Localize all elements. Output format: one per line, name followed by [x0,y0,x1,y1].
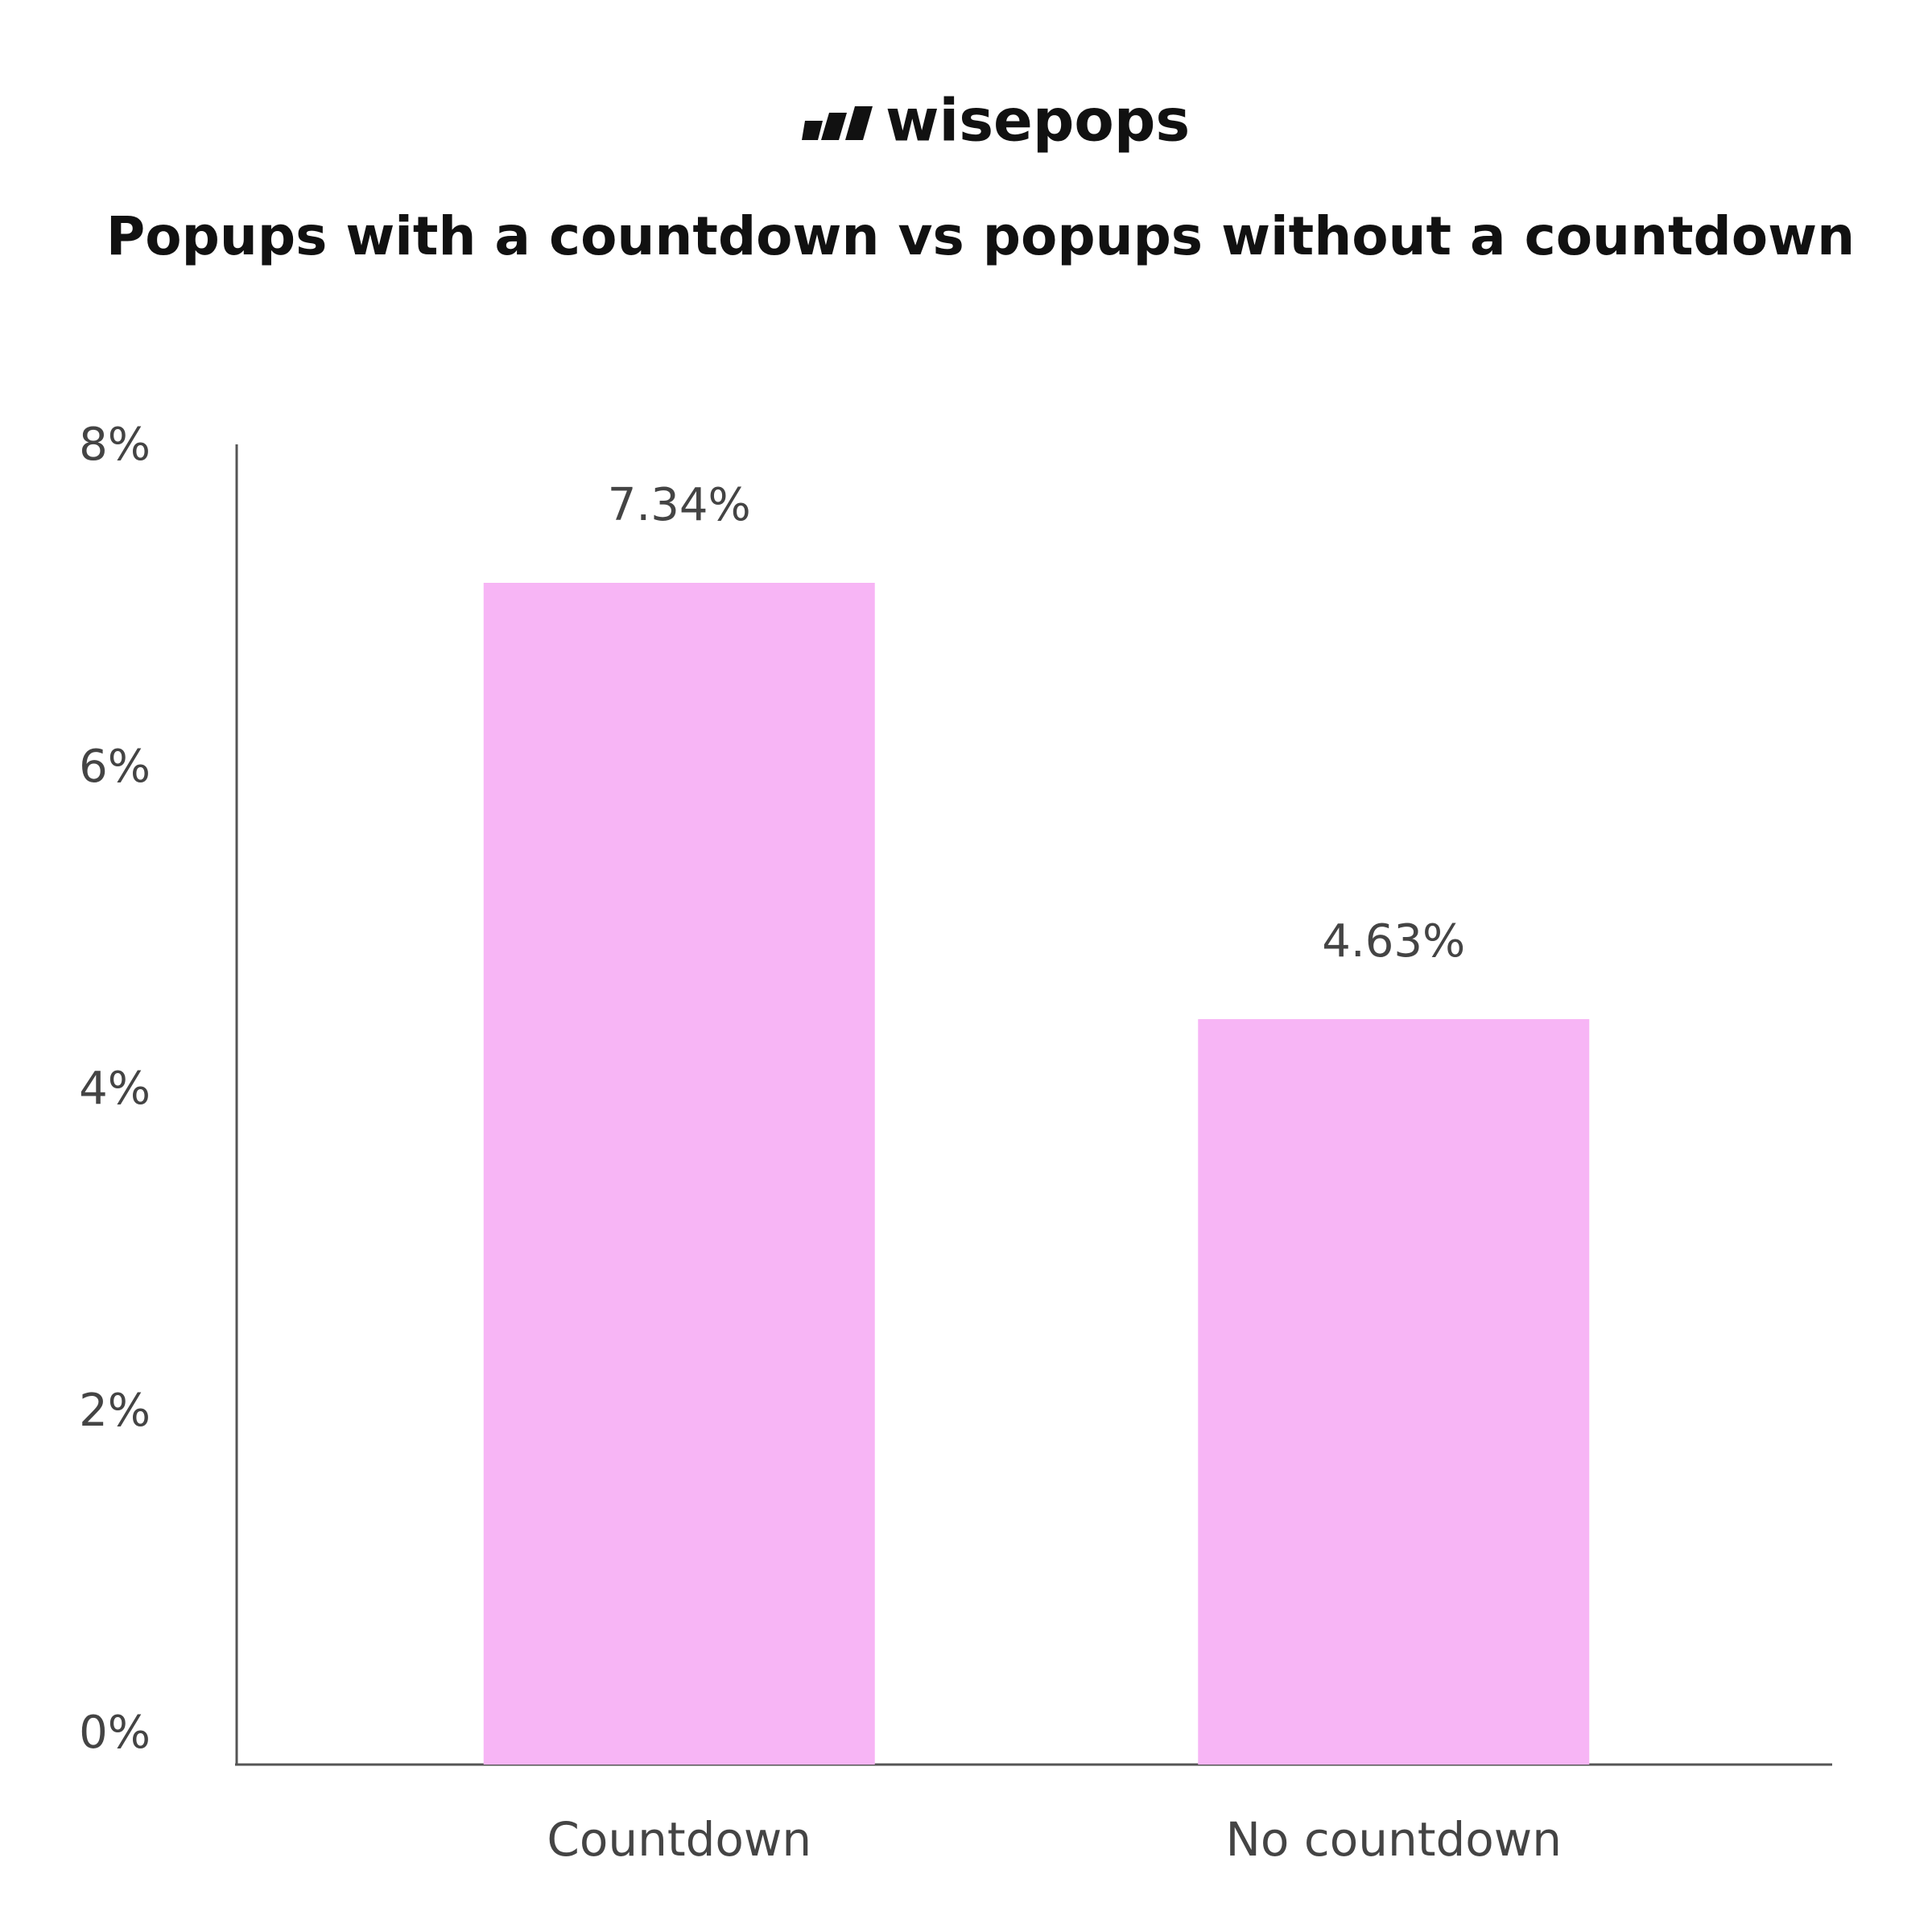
brand-logo [802,106,873,140]
x-tick-label: Countdown [547,1812,811,1867]
brand-name: wisepops [886,87,1190,155]
bar [483,583,875,1765]
y-tick-label: 2% [79,1385,151,1437]
y-tick-label: 6% [79,741,151,793]
value-label: 4.63% [1322,915,1465,968]
x-tick-label: No countdown [1226,1812,1562,1867]
value-label: 7.34% [608,479,751,531]
chart-title: Popups with a countdown vs popups withou… [106,205,1855,267]
y-tick-label: 0% [79,1707,151,1759]
bar [1198,1019,1590,1765]
y-tick-label: 8% [79,419,151,471]
y-tick-label: 4% [79,1063,151,1115]
